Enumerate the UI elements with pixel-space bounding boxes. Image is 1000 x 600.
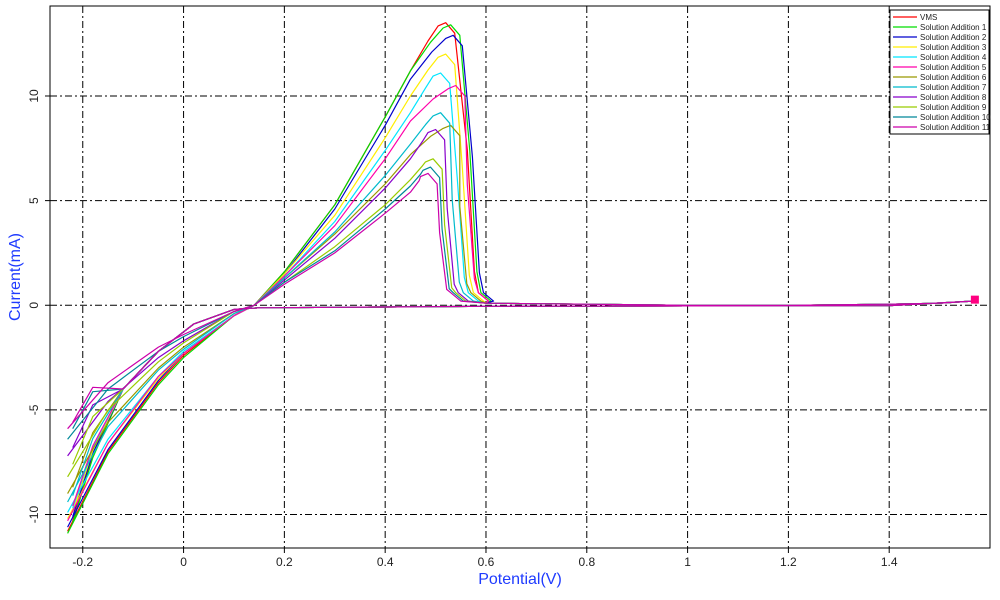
series-line — [67, 53, 973, 519]
x-tick-label: 1.4 — [881, 555, 898, 569]
y-tick-label: 5 — [27, 197, 41, 204]
legend-box — [889, 9, 990, 135]
series-line — [67, 22, 973, 532]
ticks: -0.2 0 0.2 0.4 0.6 0.8 1 1.2 1.4 -10 -5 0 5 10 — [27, 89, 898, 569]
plot-frame — [49, 5, 991, 549]
x-tick-label: -0.2 — [72, 555, 93, 569]
x-tick-label: 1.2 — [780, 555, 797, 569]
series-line — [67, 128, 973, 457]
x-tick-label: 0.6 — [478, 555, 495, 569]
series-line — [67, 34, 973, 528]
series-line — [67, 112, 973, 503]
x-tick-label: 1 — [684, 555, 691, 569]
x-tick-label: 0.2 — [276, 555, 293, 569]
series-line — [67, 72, 973, 513]
x-axis-title: Potential(V) — [478, 571, 562, 588]
grid — [50, 6, 990, 548]
legend-label: Solution Addition 6 — [920, 73, 987, 82]
legend-label: Solution Addition 2 — [920, 33, 987, 42]
x-tick-label: 0.8 — [578, 555, 595, 569]
end-marker — [970, 295, 979, 304]
y-tick-label: 10 — [27, 89, 41, 103]
x-tick-label: 0.4 — [377, 555, 394, 569]
legend-label: Solution Addition 4 — [920, 53, 987, 62]
series-line — [67, 124, 973, 494]
legend-label: Solution Addition 5 — [920, 63, 987, 72]
legend-label: Solution Addition 3 — [920, 43, 987, 52]
legend-label: Solution Addition 7 — [920, 83, 987, 92]
series-layer — [67, 22, 979, 534]
series-line — [67, 158, 973, 478]
legend-label: Solution Addition 1 — [920, 23, 987, 32]
legend-label: Solution Addition 8 — [920, 93, 987, 102]
y-axis-title: Current(mA) — [7, 233, 24, 321]
legend-label: VMS — [920, 13, 937, 22]
y-tick-label: -5 — [27, 404, 41, 415]
legend-label: Solution Addition 9 — [920, 103, 987, 112]
x-tick-label: 0 — [180, 555, 187, 569]
legend-label: Solution Addition 11 — [920, 123, 991, 132]
y-tick-label: 0 — [27, 302, 41, 309]
series-line — [67, 172, 973, 430]
y-tick-label: -10 — [27, 506, 41, 524]
legend-label: Solution Addition 10 — [920, 113, 991, 122]
series-line — [67, 24, 973, 534]
